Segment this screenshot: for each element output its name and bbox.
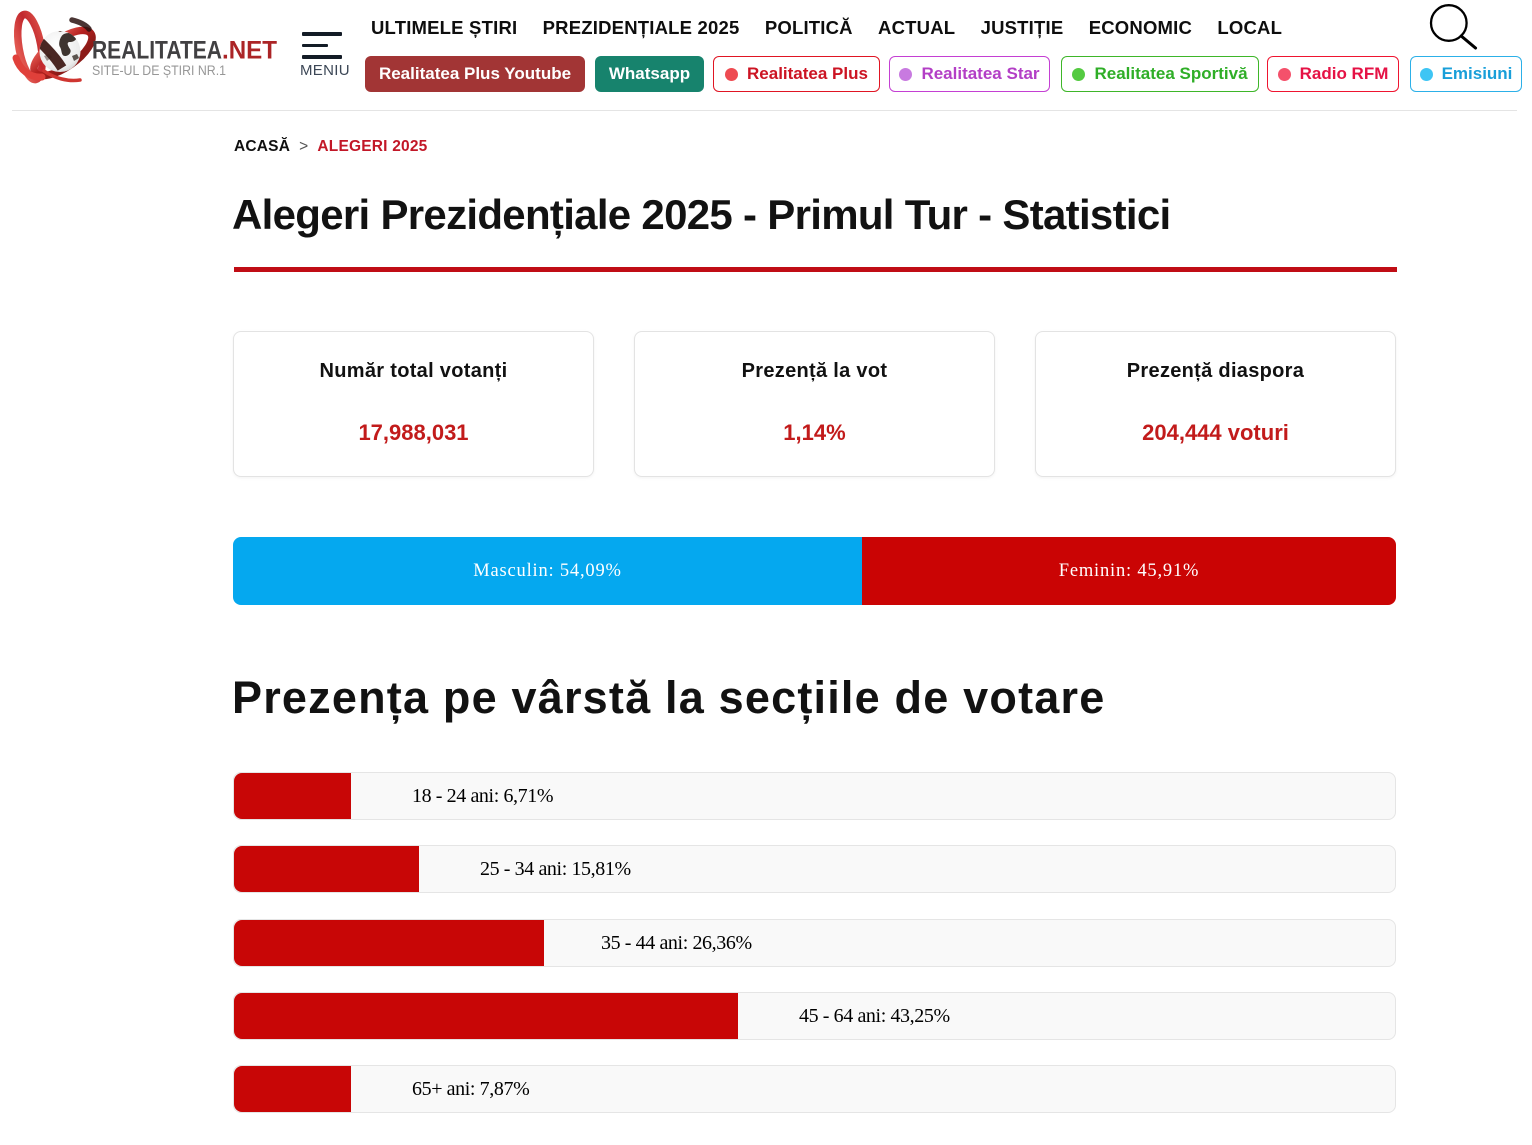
svg-text:SITE-UL DE ȘTIRI NR.1: SITE-UL DE ȘTIRI NR.1	[92, 63, 226, 78]
svg-text:.NET: .NET	[222, 37, 277, 65]
svg-text:REALITATEA: REALITATEA	[92, 37, 222, 65]
